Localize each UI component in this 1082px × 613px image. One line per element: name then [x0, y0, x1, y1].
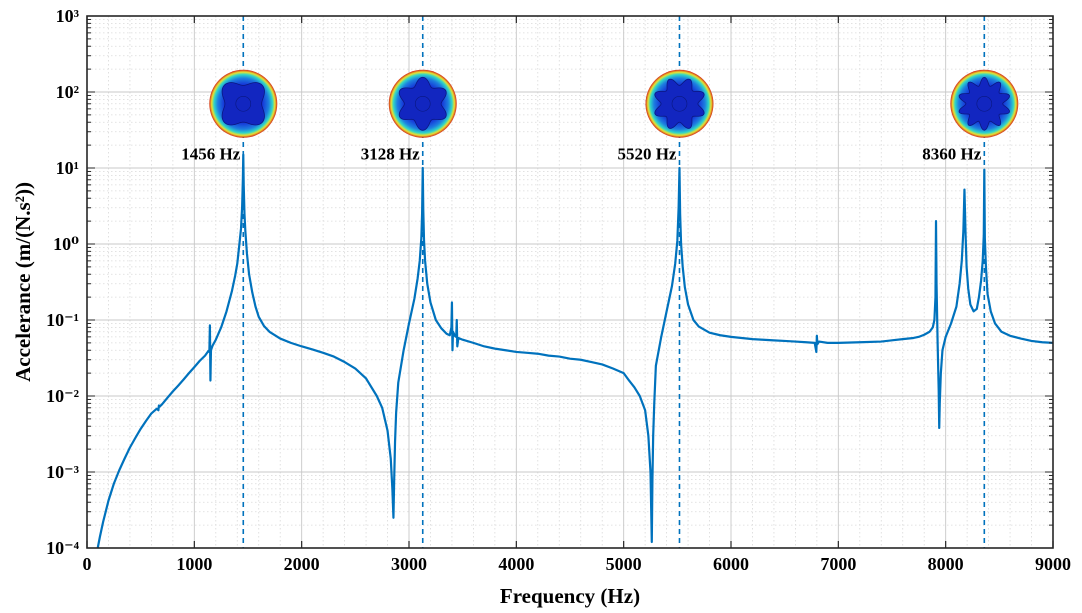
mode-shape-star — [221, 82, 265, 126]
y-tick-label: 10² — [56, 82, 79, 102]
mode-shape-hub — [235, 95, 252, 112]
x-tick-label: 7000 — [820, 554, 856, 574]
mode-shape-inset — [388, 69, 457, 138]
x-tick-label: 2000 — [284, 554, 320, 574]
mode-frequency-lines — [242, 16, 986, 548]
x-tick-label: 0 — [83, 554, 92, 574]
peak-frequency-label: 5520 Hz — [617, 144, 676, 163]
y-tick-label: 10⁻³ — [46, 462, 80, 482]
x-tick-label: 3000 — [391, 554, 427, 574]
mode-shape-star — [654, 78, 705, 129]
axis-ticks — [86, 16, 1054, 549]
mode-shape-inset — [209, 69, 278, 138]
mode-shape-hub — [976, 95, 993, 112]
plot-frame — [86, 15, 1054, 549]
y-axis-title: Accelerance (m/(N.s²)) — [11, 182, 35, 382]
mode-shape-inset — [645, 69, 714, 138]
y-tick-labels: 10⁻⁴ 10⁻³ 10⁻² 10⁻¹ 10⁰ 10¹ 10² 10³ — [46, 6, 80, 558]
peak-frequency-label: 1456 Hz — [181, 144, 240, 163]
accelerance-series-line — [96, 153, 1054, 549]
x-tick-label: 5000 — [606, 554, 642, 574]
peak-frequency-label: 8360 Hz — [922, 144, 981, 163]
y-tick-label: 10³ — [56, 6, 80, 26]
peak-frequency-label: 3128 Hz — [361, 144, 420, 163]
x-tick-label: 1000 — [176, 554, 212, 574]
series-group — [96, 153, 1054, 549]
x-tick-label: 4000 — [498, 554, 534, 574]
y-tick-label: 10⁻¹ — [46, 310, 79, 330]
x-tick-label: 8000 — [928, 554, 964, 574]
y-tick-label: 10⁻² — [46, 386, 79, 406]
y-tick-label: 10⁰ — [53, 234, 79, 254]
mode-shape-hub — [671, 95, 688, 112]
mode-shape-inset — [950, 69, 1019, 138]
mode-shape-star — [958, 76, 1010, 131]
minor-grid — [87, 16, 1053, 548]
x-tick-label: 9000 — [1035, 554, 1071, 574]
x-tick-labels: 0 1000 2000 3000 4000 5000 6000 7000 8000 9000 — [83, 554, 1072, 574]
mode-shape-insets — [209, 69, 1019, 138]
y-tick-label: 10¹ — [56, 158, 79, 178]
mode-shape-hub — [414, 95, 431, 112]
x-axis-title: Frequency (Hz) — [500, 584, 640, 608]
y-tick-label: 10⁻⁴ — [46, 538, 80, 558]
peak-labels: 1456 Hz 3128 Hz 5520 Hz 8360 Hz — [181, 144, 982, 163]
x-tick-label: 6000 — [713, 554, 749, 574]
mode-shape-star — [398, 76, 447, 131]
